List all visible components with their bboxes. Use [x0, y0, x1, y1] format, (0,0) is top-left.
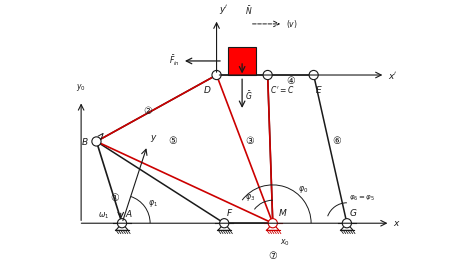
Circle shape	[309, 70, 318, 80]
Text: ⑤: ⑤	[169, 137, 177, 146]
Text: ③: ③	[246, 137, 254, 146]
Text: ⑦: ⑦	[268, 251, 277, 261]
Text: $M$: $M$	[278, 207, 287, 218]
Text: $\varphi_3$: $\varphi_3$	[245, 192, 255, 203]
Circle shape	[342, 219, 352, 228]
Text: $x$: $x$	[393, 219, 401, 228]
Text: $\varphi_6{=}\varphi_5$: $\varphi_6{=}\varphi_5$	[349, 194, 375, 203]
Text: $(m)$: $(m)$	[229, 48, 244, 60]
Text: $y$: $y$	[150, 133, 157, 144]
Text: $(v)$: $(v)$	[285, 18, 297, 30]
Text: $y_0$: $y_0$	[76, 82, 86, 93]
Circle shape	[92, 137, 101, 146]
Text: $B$: $B$	[81, 136, 89, 147]
Circle shape	[212, 70, 221, 80]
Text: $x'$: $x'$	[388, 70, 397, 81]
Text: $F$: $F$	[226, 207, 233, 218]
Circle shape	[263, 70, 272, 80]
Text: $D$: $D$	[203, 84, 211, 95]
Text: $x_0$: $x_0$	[281, 237, 290, 248]
Text: $C'=C$: $C'=C$	[270, 84, 295, 95]
Circle shape	[219, 219, 229, 228]
Text: $\omega_1$: $\omega_1$	[98, 210, 109, 221]
Text: $E$: $E$	[315, 84, 323, 95]
Text: $\bar{N}$: $\bar{N}$	[245, 5, 252, 17]
Text: ①: ①	[110, 193, 118, 203]
Text: $F_f$: $F_f$	[245, 62, 254, 75]
Text: $\bar{G}$: $\bar{G}$	[245, 89, 253, 102]
Text: $\bar{F}_{in}$: $\bar{F}_{in}$	[168, 54, 180, 68]
Circle shape	[118, 219, 127, 228]
Text: $\varphi_1$: $\varphi_1$	[147, 198, 157, 209]
Text: $\varphi_0$: $\varphi_0$	[298, 184, 309, 195]
Circle shape	[268, 219, 277, 228]
Text: ④: ④	[286, 76, 295, 86]
Text: $A$: $A$	[125, 208, 133, 220]
Text: ⑥: ⑥	[332, 137, 341, 146]
Bar	[228, 47, 256, 75]
Text: $y'$: $y'$	[219, 3, 229, 16]
Text: $G$: $G$	[349, 207, 358, 218]
Text: ②: ②	[143, 106, 152, 116]
